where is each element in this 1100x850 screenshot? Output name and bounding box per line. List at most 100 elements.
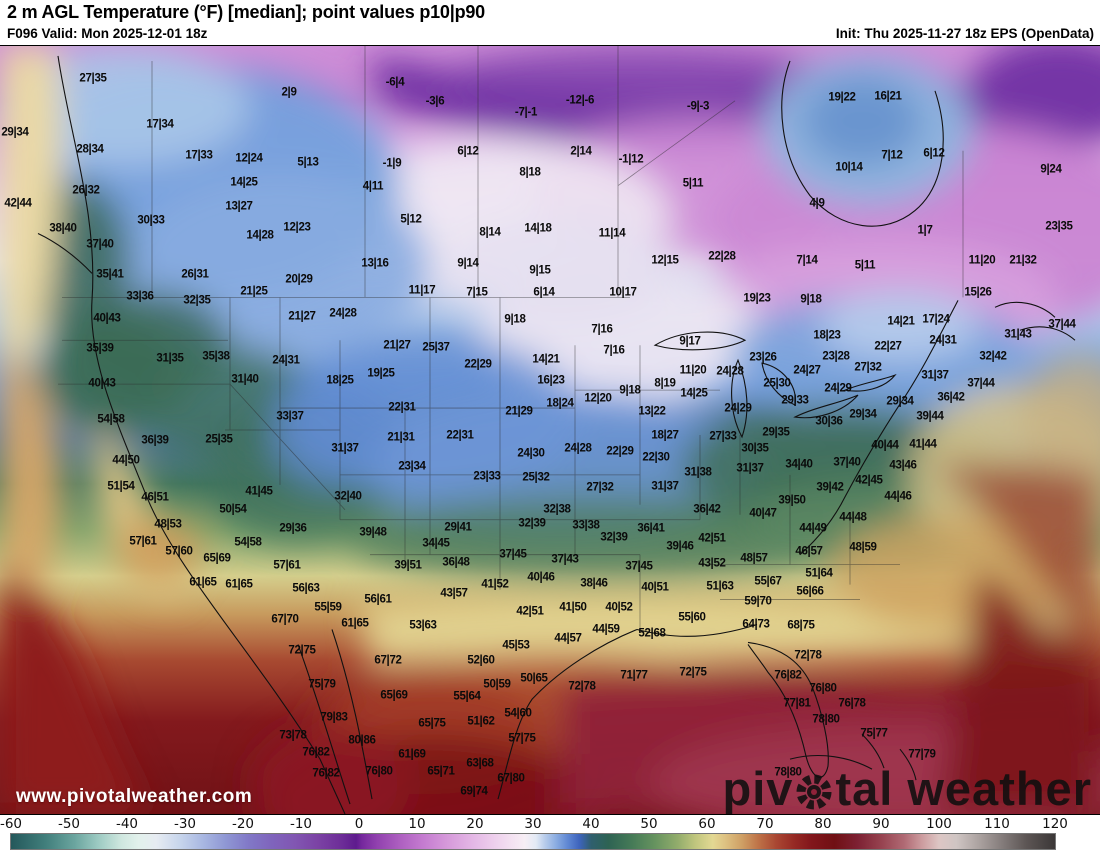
point-value: 4|11 bbox=[362, 179, 384, 192]
point-value: 24|28 bbox=[564, 442, 592, 455]
brand-text-left: piv bbox=[722, 762, 794, 815]
point-value: 27|35 bbox=[79, 72, 107, 85]
point-value: 21|32 bbox=[1009, 254, 1037, 267]
valid-time-label: F096 Valid: Mon 2025-12-01 18z bbox=[7, 26, 208, 41]
point-value: 76|82 bbox=[312, 767, 340, 780]
point-value: 31|40 bbox=[231, 373, 259, 386]
temperature-field bbox=[0, 46, 1100, 814]
point-value: 9|15 bbox=[529, 264, 551, 277]
point-value: 43|52 bbox=[698, 556, 726, 569]
point-value: 76|78 bbox=[838, 697, 866, 710]
point-value: 23|35 bbox=[1045, 219, 1073, 232]
point-value: 5|13 bbox=[297, 155, 319, 168]
point-value: 6|12 bbox=[457, 144, 479, 157]
colorbar-tick-label: 120 bbox=[1042, 816, 1068, 832]
point-value: 21|27 bbox=[288, 310, 316, 323]
point-value: 37|40 bbox=[833, 456, 861, 469]
point-value: 12|20 bbox=[584, 392, 612, 405]
point-value: 40|51 bbox=[641, 580, 669, 593]
point-value: 9|18 bbox=[800, 293, 822, 306]
point-value: 50|54 bbox=[219, 503, 247, 516]
colorbar bbox=[10, 833, 1056, 850]
point-value: 44|59 bbox=[592, 623, 620, 636]
point-value: 32|35 bbox=[183, 294, 211, 307]
colorbar-tick-label: 40 bbox=[582, 816, 600, 832]
point-value: 19|22 bbox=[828, 91, 856, 104]
point-value: 14|21 bbox=[887, 315, 915, 328]
point-value: 55|60 bbox=[678, 610, 706, 623]
point-value: 14|25 bbox=[230, 175, 258, 188]
point-value: 55|67 bbox=[754, 574, 782, 587]
point-value: 4|9 bbox=[809, 196, 825, 209]
point-value: 38|46 bbox=[580, 576, 608, 589]
point-value: 78|80 bbox=[812, 713, 840, 726]
point-value: 39|42 bbox=[816, 481, 844, 494]
page-title: 2 m AGL Temperature (°F) [median]; point… bbox=[7, 2, 485, 22]
point-value: 54|60 bbox=[504, 707, 532, 720]
point-value: 30|35 bbox=[741, 442, 769, 455]
coastlines bbox=[37, 55, 1076, 814]
point-value: 73|78 bbox=[279, 729, 307, 742]
point-value: 7|14 bbox=[796, 254, 818, 267]
point-value: 33|38 bbox=[572, 519, 600, 531]
point-value: 7|16 bbox=[603, 344, 625, 357]
point-value: 16|23 bbox=[537, 374, 565, 387]
point-value: -1|9 bbox=[382, 156, 402, 169]
point-value: 31|37 bbox=[331, 442, 359, 455]
point-value: 75|79 bbox=[308, 678, 336, 691]
point-value: 39|48 bbox=[359, 525, 387, 538]
point-value: 41|45 bbox=[245, 485, 273, 498]
point-value: 48|53 bbox=[154, 518, 182, 530]
point-value: 10|14 bbox=[835, 160, 863, 173]
point-value: 32|39 bbox=[600, 530, 628, 543]
point-value: 32|38 bbox=[543, 503, 571, 516]
point-value: -9|-3 bbox=[686, 100, 710, 113]
point-value: 46|57 bbox=[795, 544, 823, 557]
point-value: 29|35 bbox=[762, 426, 790, 439]
point-value: 25|30 bbox=[763, 377, 791, 390]
point-value: 10|17 bbox=[609, 286, 637, 299]
point-value: 24|28 bbox=[329, 307, 357, 320]
point-value: 14|25 bbox=[680, 387, 708, 400]
point-value: 41|50 bbox=[559, 600, 587, 613]
point-value: 22|31 bbox=[388, 401, 416, 414]
point-value: 36|39 bbox=[141, 434, 169, 447]
header: 2 m AGL Temperature (°F) [median]; point… bbox=[0, 0, 1100, 45]
point-value: 12|23 bbox=[283, 220, 311, 233]
point-value: 45|53 bbox=[502, 639, 530, 652]
colorbar-tick-label: 50 bbox=[640, 816, 658, 832]
watermark-brand: piv tal weather bbox=[723, 765, 1092, 812]
point-value: 76|80 bbox=[365, 765, 393, 778]
point-value: 42|44 bbox=[4, 196, 32, 209]
point-value: 52|60 bbox=[467, 654, 495, 667]
point-value: 44|57 bbox=[554, 632, 582, 645]
point-value: 57|61 bbox=[273, 558, 301, 571]
point-value: 65|71 bbox=[427, 765, 455, 778]
colorbar-tick-label: 70 bbox=[756, 816, 774, 832]
watermark-url: www.pivotalweather.com bbox=[16, 786, 253, 807]
point-value: 44|49 bbox=[799, 521, 827, 534]
point-value: 29|34 bbox=[1, 126, 29, 139]
point-value: 42|51 bbox=[698, 531, 726, 544]
point-value: 29|33 bbox=[781, 394, 809, 407]
point-value: 43|46 bbox=[889, 459, 917, 472]
point-value: 11|20 bbox=[679, 364, 707, 377]
point-value: -1|12 bbox=[618, 152, 644, 165]
point-value: 19|23 bbox=[743, 292, 771, 305]
point-value: 7|15 bbox=[466, 286, 488, 299]
colorbar-tick-label: 80 bbox=[814, 816, 832, 832]
point-value: 68|75 bbox=[787, 619, 815, 632]
point-value: 57|61 bbox=[129, 534, 157, 547]
point-value: 61|65 bbox=[189, 575, 217, 588]
point-value: 22|30 bbox=[642, 451, 670, 464]
point-value: 11|14 bbox=[598, 226, 626, 239]
point-value: 23|26 bbox=[749, 351, 777, 364]
point-value: 31|37 bbox=[921, 369, 949, 382]
point-value: 72|78 bbox=[568, 680, 596, 693]
point-value: 9|17 bbox=[679, 335, 701, 348]
point-value: 61|65 bbox=[225, 577, 253, 590]
point-value: 78|80 bbox=[774, 766, 802, 779]
point-value: 54|58 bbox=[97, 413, 125, 426]
point-value: 22|27 bbox=[874, 340, 902, 353]
point-value: 40|43 bbox=[88, 377, 116, 390]
